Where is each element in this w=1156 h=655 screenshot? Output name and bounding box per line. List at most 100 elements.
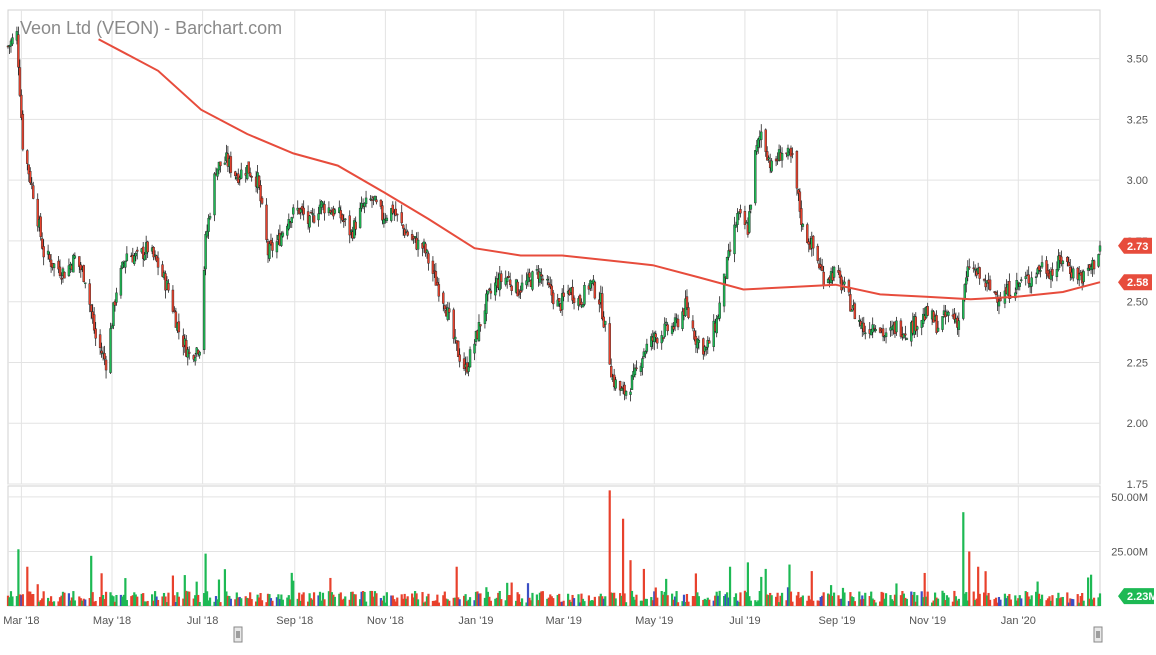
volume-bar xyxy=(604,596,607,606)
volume-bar xyxy=(257,597,261,606)
volume-bar xyxy=(207,600,210,606)
volume-bar xyxy=(613,592,616,606)
volume-bar xyxy=(708,599,711,606)
volume-bar xyxy=(712,600,715,606)
candle-body xyxy=(525,280,528,286)
candle-body xyxy=(593,281,597,299)
volume-bar xyxy=(142,593,145,606)
candle-body xyxy=(1008,281,1011,299)
volume-bar xyxy=(119,594,123,606)
volume-bar xyxy=(136,596,139,606)
candle-body xyxy=(687,307,690,318)
volume-bar xyxy=(223,569,227,606)
volume-bar xyxy=(864,592,867,606)
candle-body xyxy=(874,329,877,331)
candle-body xyxy=(112,302,115,326)
candle-body xyxy=(681,311,684,329)
volume-bar xyxy=(660,591,663,606)
volume-bar xyxy=(1069,598,1072,606)
candle-body xyxy=(1088,264,1091,269)
volume-bar xyxy=(280,594,283,606)
volume-bar xyxy=(916,595,919,606)
candle-body xyxy=(500,273,503,283)
candle-body xyxy=(560,293,564,310)
volume-bar xyxy=(957,598,960,606)
candle-body xyxy=(670,325,674,334)
volume-bar xyxy=(186,591,189,606)
volume-bar xyxy=(113,601,117,606)
volume-bar xyxy=(93,601,96,606)
volume-bar xyxy=(320,600,323,606)
volume-bar xyxy=(277,594,280,606)
volume-bar xyxy=(724,594,727,606)
candle-body xyxy=(308,215,311,228)
volume-bar xyxy=(641,600,644,606)
candle-body xyxy=(133,255,136,265)
volume-bar xyxy=(944,600,947,606)
volume-bar xyxy=(913,591,916,606)
volume-bar xyxy=(702,600,705,606)
candle-body xyxy=(685,296,689,308)
volume-bar xyxy=(795,595,799,606)
volume-bar xyxy=(789,591,793,606)
candle-body xyxy=(506,277,509,282)
volume-bar xyxy=(412,597,415,606)
volume-bar xyxy=(687,601,690,606)
volume-bar xyxy=(1092,597,1096,606)
volume-bar xyxy=(1049,600,1053,606)
volume-bar xyxy=(226,595,229,606)
candle-body xyxy=(427,253,430,264)
candle-body xyxy=(881,328,885,337)
volume-bar xyxy=(504,600,507,606)
volume-bar xyxy=(1024,591,1027,606)
candle-body xyxy=(436,282,439,286)
volume-bar xyxy=(651,600,654,606)
volume-bar xyxy=(997,596,1001,606)
candle-body xyxy=(188,351,191,354)
candle-body xyxy=(259,185,262,202)
candle-body xyxy=(39,216,42,237)
volume-bar xyxy=(941,590,944,606)
volume-bar xyxy=(47,597,50,606)
volume-bar xyxy=(145,601,148,606)
volume-bar xyxy=(829,585,833,606)
volume-bar xyxy=(391,595,394,606)
volume-bar xyxy=(216,599,219,606)
candle-body xyxy=(832,266,836,278)
volume-bar xyxy=(82,598,85,606)
candle-body xyxy=(312,215,316,223)
volume-bar xyxy=(780,592,784,606)
candle-body xyxy=(519,290,522,293)
volume-bar xyxy=(69,600,72,606)
volume-bar xyxy=(786,587,790,606)
candle-body xyxy=(153,254,157,257)
candle-body xyxy=(103,353,106,360)
volume-bar xyxy=(468,597,472,606)
candle-body xyxy=(589,280,592,289)
range-handle-left[interactable] xyxy=(233,626,243,643)
volume-bar xyxy=(1017,598,1020,606)
range-handle-right[interactable] xyxy=(1093,626,1103,643)
candle-body xyxy=(488,288,491,291)
candle-body xyxy=(572,297,576,304)
price-tick-label: 3.50 xyxy=(1127,54,1148,66)
volume-bar xyxy=(632,596,635,606)
volume-bar xyxy=(1091,599,1094,606)
candle-body xyxy=(624,390,628,396)
volume-bar xyxy=(361,591,365,606)
volume-bar xyxy=(572,598,576,606)
candle-body xyxy=(691,320,695,329)
candle-body xyxy=(348,215,351,236)
candle-body xyxy=(134,253,137,257)
volume-bar xyxy=(488,596,491,606)
volume-bar xyxy=(298,592,301,606)
volume-bar xyxy=(599,593,602,606)
volume-bar xyxy=(685,593,689,606)
volume-bar xyxy=(448,600,451,606)
x-tick-label: Jul '18 xyxy=(187,615,218,627)
volume-bar xyxy=(100,573,103,606)
x-tick-label: Nov '19 xyxy=(909,615,946,627)
candle-body xyxy=(494,282,497,296)
candle-body xyxy=(580,301,583,306)
candle-body xyxy=(826,279,830,283)
